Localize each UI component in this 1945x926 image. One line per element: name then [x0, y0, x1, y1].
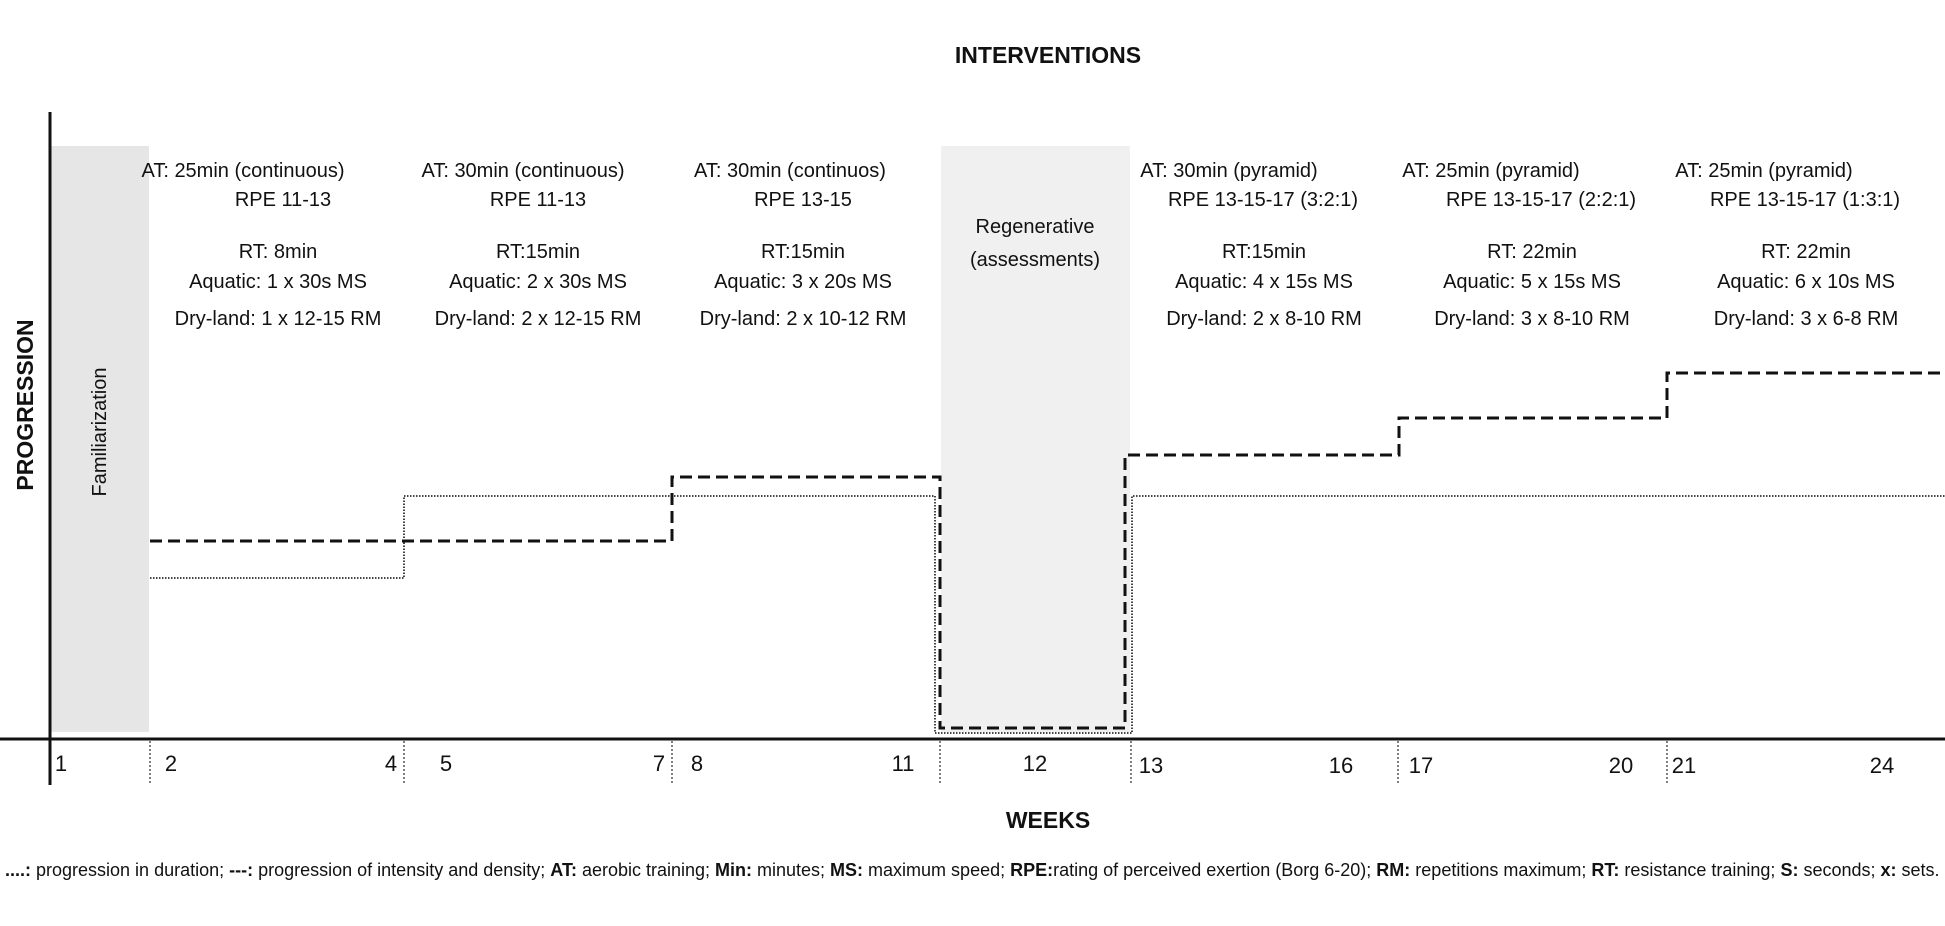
footnote-text: repetitions maximum;: [1410, 860, 1592, 880]
week-label: 7: [653, 751, 665, 776]
block-4-rpe: RPE 13-15-17 (3:2:1): [1168, 189, 1358, 211]
week-label: 5: [440, 751, 452, 776]
week-label: 16: [1329, 753, 1353, 778]
block-5-at: AT: 25min (pyramid): [1402, 160, 1579, 182]
block-6-rt: RT: 22min: [1761, 241, 1851, 263]
week-label: 13: [1139, 753, 1163, 778]
block-4-at: AT: 30min (pyramid): [1140, 160, 1317, 182]
regenerative-sub-label: (assessments): [970, 249, 1100, 271]
block-2-at: AT: 30min (continuous): [421, 160, 624, 182]
intervention-block-3: AT: 30min (continuos) RPE 13-15 RT:15min…: [694, 160, 906, 330]
regenerative-band: [941, 146, 1130, 732]
block-6-rpe: RPE 13-15-17 (1:3:1): [1710, 189, 1900, 211]
block-1-dryland: Dry-land: 1 x 12-15 RM: [175, 308, 382, 330]
footnote: ....: progression in duration; ---: prog…: [5, 857, 1940, 883]
block-2-rt: RT:15min: [496, 241, 580, 263]
footnote-symbol: ....:: [5, 860, 31, 880]
block-2-aquatic: Aquatic: 2 x 30s MS: [449, 271, 627, 293]
intensity-progression-line: [150, 371, 1945, 730]
week-label: 24: [1870, 753, 1894, 778]
footnote-abbrev: Min:: [715, 860, 753, 880]
block-3-rt: RT:15min: [761, 241, 845, 263]
footnote-text: aerobic training;: [576, 860, 716, 880]
block-4-rt: RT:15min: [1222, 241, 1306, 263]
block-1-rt: RT: 8min: [239, 241, 318, 263]
intervention-block-4: AT: 30min (pyramid) RPE 13-15-17 (3:2:1)…: [1140, 160, 1362, 330]
block-3-aquatic: Aquatic: 3 x 20s MS: [714, 271, 892, 293]
block-2-rpe: RPE 11-13: [490, 189, 586, 211]
footnote-abbrev: x:: [1880, 860, 1897, 880]
week-label: 21: [1672, 753, 1696, 778]
regenerative-label: Regenerative: [976, 216, 1095, 238]
week-label: 12: [1023, 751, 1047, 776]
week-label: 1: [55, 751, 67, 776]
footnote-text: progression of intensity and density;: [253, 860, 551, 880]
diagram-title: INTERVENTIONS: [955, 42, 1141, 68]
block-5-aquatic: Aquatic: 5 x 15s MS: [1443, 271, 1621, 293]
intervention-block-5: AT: 25min (pyramid) RPE 13-15-17 (2:2:1)…: [1402, 160, 1636, 330]
block-1-aquatic: Aquatic: 1 x 30s MS: [189, 271, 367, 293]
block-6-dryland: Dry-land: 3 x 6-8 RM: [1714, 308, 1899, 330]
x-axis-label: WEEKS: [1006, 807, 1090, 833]
footnote-symbol: ---:: [229, 860, 254, 880]
block-4-aquatic: Aquatic: 4 x 15s MS: [1175, 271, 1353, 293]
familiarization-label: Familiarization: [89, 368, 111, 497]
block-1-at: AT: 25min (continuous): [141, 160, 344, 182]
week-label: 17: [1409, 753, 1433, 778]
block-3-dryland: Dry-land: 2 x 10-12 RM: [700, 308, 907, 330]
block-5-rt: RT: 22min: [1487, 241, 1577, 263]
block-2-dryland: Dry-land: 2 x 12-15 RM: [435, 308, 642, 330]
week-separators: [149, 741, 1668, 785]
block-3-rpe: RPE 13-15: [754, 189, 852, 211]
footnote-text: maximum speed;: [863, 860, 1011, 880]
week-labels: 1 2 4 5 7 8 11 12 13 16 17 20 21 24: [55, 751, 1894, 778]
week-label: 2: [165, 751, 177, 776]
week-label: 4: [385, 751, 397, 776]
block-4-dryland: Dry-land: 2 x 8-10 RM: [1166, 308, 1362, 330]
block-3-at: AT: 30min (continuos): [694, 160, 886, 182]
footnote-abbrev: RT:: [1591, 860, 1620, 880]
block-6-aquatic: Aquatic: 6 x 10s MS: [1717, 271, 1895, 293]
footnote-abbrev: AT:: [550, 860, 577, 880]
week-label: 11: [892, 751, 915, 776]
footnote-abbrev: RPE:: [1010, 860, 1054, 880]
footnote-text: minutes;: [752, 860, 831, 880]
footnote-abbrev: RM:: [1376, 860, 1411, 880]
week-label: 20: [1609, 753, 1633, 778]
duration-progression-line: [150, 495, 1945, 734]
footnote-text: sets.: [1896, 860, 1940, 880]
intervention-block-6: AT: 25min (pyramid) RPE 13-15-17 (1:3:1)…: [1675, 160, 1900, 330]
footnote-text: seconds;: [1798, 860, 1881, 880]
footnote-abbrev: S:: [1780, 860, 1799, 880]
intervention-block-1: AT: 25min (continuous) RPE 11-13 RT: 8mi…: [141, 160, 381, 330]
familiarization-band: [51, 146, 149, 732]
block-5-rpe: RPE 13-15-17 (2:2:1): [1446, 189, 1636, 211]
footnote-abbrev: MS:: [830, 860, 864, 880]
block-6-at: AT: 25min (pyramid): [1675, 160, 1852, 182]
block-1-rpe: RPE 11-13: [235, 189, 331, 211]
block-5-dryland: Dry-land: 3 x 8-10 RM: [1434, 308, 1630, 330]
intervention-block-2: AT: 30min (continuous) RPE 11-13 RT:15mi…: [421, 160, 641, 330]
y-axis-label: PROGRESSION: [12, 319, 38, 490]
footnote-text: resistance training;: [1619, 860, 1781, 880]
footnote-text: progression in duration;: [31, 860, 230, 880]
footnote-text: rating of perceived exertion (Borg 6-20)…: [1053, 860, 1377, 880]
week-label: 8: [691, 751, 703, 776]
